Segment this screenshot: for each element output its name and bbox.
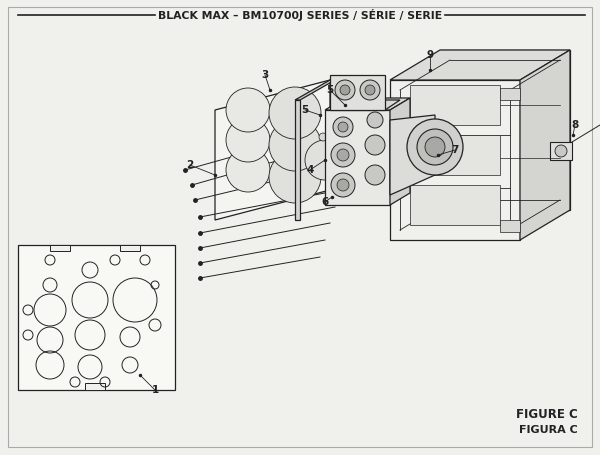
Text: FIGURE C: FIGURE C xyxy=(516,409,578,421)
Circle shape xyxy=(338,122,348,132)
Polygon shape xyxy=(325,98,410,110)
Circle shape xyxy=(305,140,345,180)
Polygon shape xyxy=(390,115,435,195)
Circle shape xyxy=(417,129,453,165)
Text: 9: 9 xyxy=(427,50,434,60)
Text: 1: 1 xyxy=(151,385,158,395)
Text: 4: 4 xyxy=(307,165,314,175)
Polygon shape xyxy=(330,100,400,110)
Circle shape xyxy=(555,145,567,157)
Circle shape xyxy=(269,119,321,171)
Polygon shape xyxy=(520,50,570,240)
Circle shape xyxy=(365,135,385,155)
Polygon shape xyxy=(120,245,140,251)
Circle shape xyxy=(367,112,383,128)
Polygon shape xyxy=(50,245,70,251)
Text: 2: 2 xyxy=(187,160,194,170)
Polygon shape xyxy=(295,80,335,100)
Bar xyxy=(500,220,520,232)
Bar xyxy=(410,85,500,125)
Polygon shape xyxy=(390,80,520,240)
Circle shape xyxy=(337,179,349,191)
Circle shape xyxy=(337,149,349,161)
Bar xyxy=(410,185,500,225)
Bar xyxy=(500,88,520,100)
Circle shape xyxy=(333,117,353,137)
Circle shape xyxy=(340,85,350,95)
Polygon shape xyxy=(390,50,570,80)
Circle shape xyxy=(425,137,445,157)
Text: 6: 6 xyxy=(322,197,329,207)
Text: BLACK MAX – BM10700J SERIES / SÉRIE / SERIE: BLACK MAX – BM10700J SERIES / SÉRIE / SE… xyxy=(158,9,442,21)
Text: 5: 5 xyxy=(301,105,308,115)
Polygon shape xyxy=(325,110,390,205)
Text: 7: 7 xyxy=(451,145,458,155)
Circle shape xyxy=(226,88,270,132)
Polygon shape xyxy=(215,80,330,220)
Circle shape xyxy=(365,85,375,95)
Polygon shape xyxy=(440,50,570,210)
Polygon shape xyxy=(85,383,105,390)
Circle shape xyxy=(319,133,327,141)
Text: FIGURA C: FIGURA C xyxy=(519,425,578,435)
Circle shape xyxy=(269,151,321,203)
Bar xyxy=(550,142,572,160)
Polygon shape xyxy=(295,100,300,220)
Circle shape xyxy=(226,118,270,162)
Polygon shape xyxy=(18,245,175,390)
Text: 3: 3 xyxy=(262,70,269,80)
Polygon shape xyxy=(330,75,385,110)
Circle shape xyxy=(335,80,355,100)
Circle shape xyxy=(331,173,355,197)
Circle shape xyxy=(331,143,355,167)
Bar xyxy=(410,135,500,175)
Polygon shape xyxy=(390,98,410,205)
Circle shape xyxy=(269,87,321,139)
Circle shape xyxy=(226,148,270,192)
Circle shape xyxy=(407,119,463,175)
Circle shape xyxy=(360,80,380,100)
Text: 5: 5 xyxy=(326,85,334,95)
Text: 8: 8 xyxy=(571,120,578,130)
Circle shape xyxy=(365,165,385,185)
